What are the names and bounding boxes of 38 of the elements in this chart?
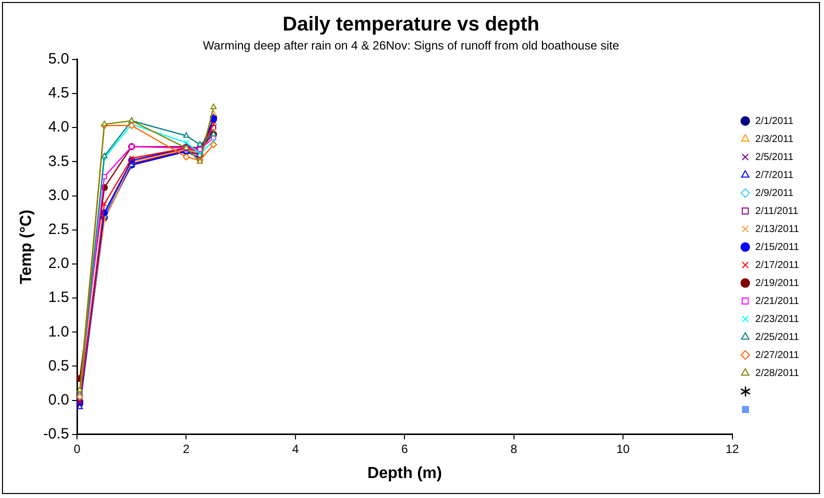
y-tick-label: 1.0 <box>48 323 70 340</box>
x-tick-label: 12 <box>726 442 740 456</box>
y-tick-label: 2.5 <box>48 220 70 238</box>
y-tick-label: 0.5 <box>48 357 70 374</box>
legend-label: 2/19/2011 <box>755 278 800 289</box>
x-tick-label: 8 <box>510 442 518 456</box>
chart-subtitle: Warming deep after rain on 4 & 26Nov: Signs of runoff from old boathouse site <box>202 38 620 53</box>
y-tick-label: 0.0 <box>48 391 70 408</box>
x-tick-label: 2 <box>182 442 190 456</box>
y-tick-label: 3.5 <box>48 152 70 170</box>
legend-label: 2/11/2011 <box>755 206 799 217</box>
legend-label: 2/21/2011 <box>755 296 800 307</box>
legend-label: 2/7/2011 <box>755 170 794 181</box>
legend-label: 2/1/2011 <box>755 116 794 127</box>
legend-label: 2/13/2011 <box>755 224 800 235</box>
x-axis-title: Depth (m) <box>367 464 442 482</box>
y-tick-label: 1.5 <box>48 289 70 306</box>
y-tick-label: -0.5 <box>43 426 70 443</box>
y-tick-label: 3.0 <box>48 186 70 204</box>
legend-label: 2/3/2011 <box>755 134 794 145</box>
legend-label: 2/28/2011 <box>755 368 800 379</box>
y-axis-title: Temp (°C) <box>18 210 36 284</box>
x-tick-label: 0 <box>74 442 81 456</box>
legend-label: 2/17/2011 <box>755 260 800 271</box>
x-tick-label: 10 <box>616 442 630 456</box>
x-tick-label: 6 <box>401 442 408 456</box>
legend-label: 2/15/2011 <box>755 242 800 253</box>
y-tick-label: 5.0 <box>48 50 70 68</box>
legend-label: 2/9/2011 <box>755 188 794 199</box>
legend-label: 2/27/2011 <box>755 350 800 361</box>
x-tick-label: 4 <box>292 442 300 456</box>
legend-label: 2/25/2011 <box>755 332 800 343</box>
legend-label: 2/23/2011 <box>755 314 800 325</box>
y-tick-label: 4.0 <box>48 118 70 136</box>
legend-label: 2/5/2011 <box>755 152 794 163</box>
y-tick-label: 2.0 <box>48 255 70 272</box>
y-tick-label: 4.5 <box>48 84 70 102</box>
chart-title: Daily temperature vs depth <box>282 14 540 36</box>
